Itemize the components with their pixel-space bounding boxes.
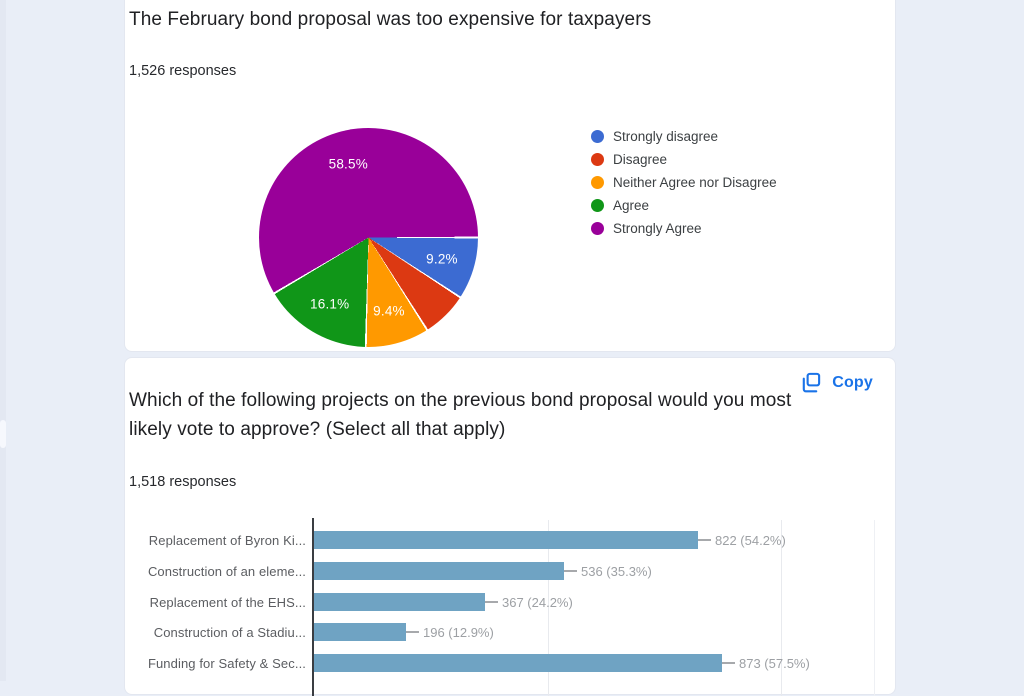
bar-category-label: Construction of a Stadiu... — [153, 624, 306, 640]
bar-value-label: 196 (12.9%) — [423, 624, 494, 640]
legend-label: Neither Agree nor Disagree — [613, 174, 777, 190]
bar — [314, 654, 722, 672]
bar-leader-line — [406, 631, 419, 633]
scrollbar-track — [0, 0, 6, 681]
pie-slice-label: 16.1% — [310, 296, 350, 312]
copy-button[interactable]: Copy — [795, 369, 877, 396]
bar-category-label: Replacement of the EHS... — [149, 594, 306, 610]
legend-item: Neither Agree nor Disagree — [591, 174, 777, 190]
pie-slice-label: 9.4% — [373, 303, 405, 319]
bar-row: Construction of a Stadiu... 196 (12.9%) — [129, 617, 889, 647]
bar-row: Replacement of the EHS... 367 (24.2%) — [129, 587, 889, 617]
bar-row: Construction of an eleme... 536 (35.3%) — [129, 556, 889, 586]
legend-label: Strongly disagree — [613, 128, 719, 144]
bar-row: Funding for Safety & Sec... 873 (57.5%) — [129, 648, 889, 678]
bar-area: 196 (12.9%) — [314, 623, 889, 641]
question-title: Which of the following projects on the p… — [129, 390, 792, 440]
bar-leader-line — [564, 570, 577, 572]
legend-swatch — [591, 198, 604, 212]
legend-label: Disagree — [613, 151, 668, 167]
legend-item: Agree — [591, 197, 777, 213]
bar — [314, 623, 406, 641]
legend-swatch — [591, 221, 604, 235]
bar-value-label: 822 (54.2%) — [715, 532, 786, 548]
bar-area: 367 (24.2%) — [314, 593, 889, 611]
legend-item: Disagree — [591, 151, 777, 167]
form-responses-page: { "window": { "background": "#e9eef7" },… — [0, 0, 896, 696]
bar-value-label: 367 (24.2%) — [502, 594, 573, 610]
question-title: The February bond proposal was too expen… — [129, 9, 652, 30]
bar — [314, 531, 698, 549]
gridline-1000 — [781, 520, 782, 696]
bar-leader-line — [698, 539, 711, 541]
gridline-right-edge — [874, 520, 875, 696]
bar-area: 822 (54.2%) — [314, 531, 889, 549]
bar — [314, 562, 564, 580]
bar-chart-axis — [312, 518, 314, 696]
legend-label: Agree — [613, 197, 650, 213]
bar-row: Replacement of Byron Ki... 822 (54.2%) — [129, 525, 889, 555]
pie-chart: 9.2% 9.4% 16.1% 58.5% — [259, 128, 478, 347]
legend-swatch — [591, 175, 604, 189]
bar-leader-line — [722, 662, 735, 664]
legend-item: Strongly Agree — [591, 220, 777, 236]
gridline-500 — [548, 520, 549, 696]
bar-area: 536 (35.3%) — [314, 562, 889, 580]
question-card-pie: The February bond proposal was too expen… — [124, 0, 896, 352]
question-card-bar: Copy Which of the following projects on … — [124, 357, 896, 696]
chart-legend: Strongly disagree Disagree Neither Agree n… — [591, 128, 777, 236]
legend-label: Strongly Agree — [613, 220, 702, 236]
bar-value-label: 873 (57.5%) — [739, 655, 810, 671]
bar-category-label: Construction of an eleme... — [147, 563, 306, 579]
scrollbar-thumb[interactable] — [0, 420, 6, 448]
bar — [314, 593, 485, 611]
pie-slice-label: 9.2% — [426, 251, 458, 267]
legend-swatch — [591, 129, 604, 143]
bar-value-label: 536 (35.3%) — [581, 563, 652, 579]
bar-leader-line — [485, 601, 498, 603]
copy-button-label: Copy — [832, 373, 873, 391]
bar-chart: Replacement of Byron Ki... 822 (54.2%) Con… — [125, 525, 895, 685]
legend-item: Strongly disagree — [591, 128, 777, 144]
bar-category-label: Replacement of Byron Ki... — [148, 532, 306, 548]
responses-count: 1,526 responses — [129, 63, 237, 79]
legend-swatch — [591, 152, 604, 166]
pie-slice-label: 58.5% — [328, 156, 368, 172]
copy-icon — [799, 371, 822, 394]
responses-count: 1,518 responses — [129, 474, 237, 490]
bar-area: 873 (57.5%) — [314, 654, 889, 672]
bar-category-label: Funding for Safety & Sec... — [147, 655, 306, 671]
